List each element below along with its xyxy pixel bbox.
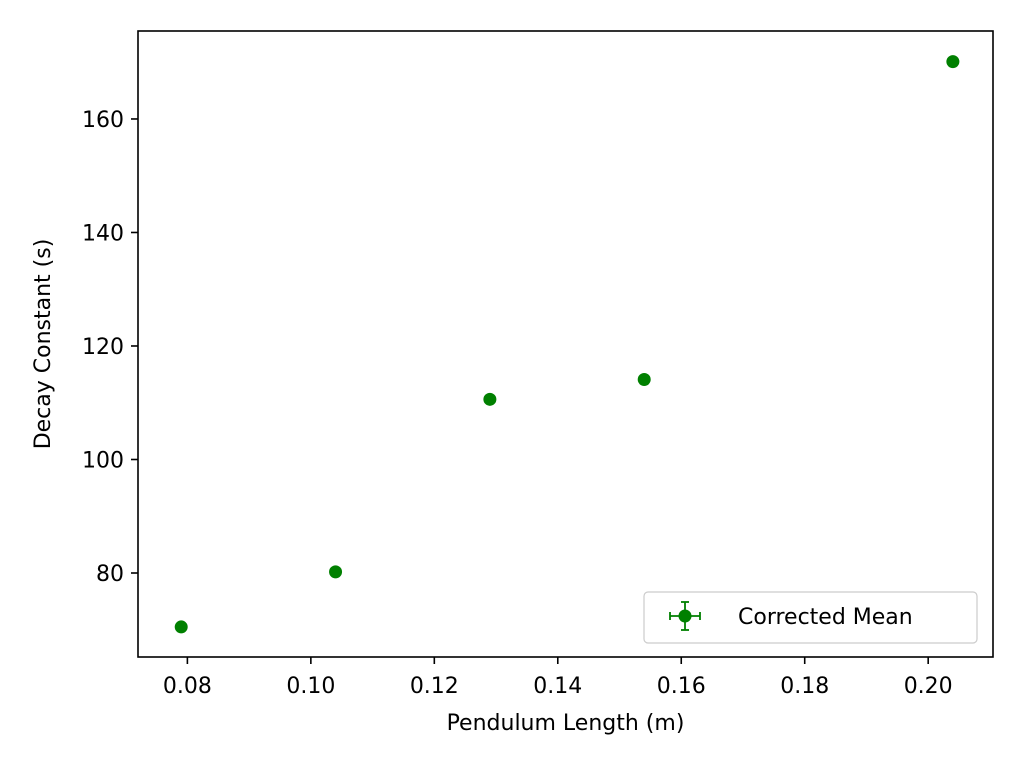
- y-tick-label: 120: [82, 335, 124, 360]
- x-tick-label: 0.12: [410, 674, 459, 699]
- y-tick-label: 80: [96, 562, 124, 587]
- x-tick-label: 0.14: [533, 674, 582, 699]
- y-tick-label: 100: [82, 448, 124, 473]
- legend: Corrected Mean: [643, 591, 978, 644]
- data-point: [637, 372, 651, 386]
- legend-box: [643, 591, 978, 644]
- y-axis-label: Decay Constant (s): [31, 239, 56, 450]
- y-tick-label: 140: [82, 221, 124, 246]
- legend-label: Corrected Mean: [738, 605, 913, 630]
- data-point: [329, 565, 343, 579]
- data-point: [174, 620, 188, 634]
- x-tick-label: 0.18: [780, 674, 829, 699]
- x-tick-label: 0.16: [657, 674, 706, 699]
- data-point: [483, 392, 497, 406]
- legend-marker-dot: [678, 609, 692, 623]
- x-tick-label: 0.08: [163, 674, 212, 699]
- x-tick-label: 0.20: [904, 674, 953, 699]
- plot-frame: [137, 30, 994, 658]
- points-layer: [174, 55, 960, 634]
- x-tick-label: 0.10: [286, 674, 335, 699]
- x-axis-label: Pendulum Length (m): [447, 711, 685, 736]
- ticks-layer: 0.08 0.10 0.12 0.14 0.16 0.18 0.20 80 100 120 140 1…: [82, 108, 953, 699]
- legend-marker: [669, 601, 701, 631]
- y-tick-label: 160: [82, 108, 124, 133]
- data-point: [946, 55, 960, 69]
